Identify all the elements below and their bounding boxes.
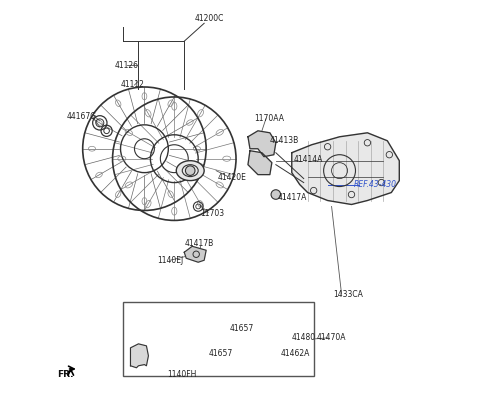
Circle shape bbox=[181, 323, 211, 353]
Polygon shape bbox=[184, 246, 206, 262]
Circle shape bbox=[271, 190, 281, 199]
Text: 44167G: 44167G bbox=[67, 111, 97, 121]
Polygon shape bbox=[292, 133, 399, 205]
Text: 41470A: 41470A bbox=[317, 332, 347, 342]
Text: 41657: 41657 bbox=[230, 324, 254, 333]
Text: 41462A: 41462A bbox=[281, 349, 311, 358]
Text: 41112: 41112 bbox=[120, 80, 144, 89]
Text: REF.43-430: REF.43-430 bbox=[353, 180, 396, 189]
Text: 1170AA: 1170AA bbox=[254, 114, 284, 123]
Polygon shape bbox=[248, 151, 272, 174]
Polygon shape bbox=[131, 344, 148, 368]
Ellipse shape bbox=[240, 323, 268, 358]
Ellipse shape bbox=[176, 161, 204, 180]
Text: 11703: 11703 bbox=[200, 209, 224, 218]
Text: 41480: 41480 bbox=[292, 332, 316, 342]
Text: 1433CA: 1433CA bbox=[334, 290, 363, 300]
Circle shape bbox=[185, 166, 195, 175]
Text: 41126: 41126 bbox=[115, 61, 139, 71]
FancyBboxPatch shape bbox=[122, 302, 313, 376]
Text: 41417B: 41417B bbox=[184, 239, 214, 247]
Text: 41420E: 41420E bbox=[218, 173, 247, 182]
Text: 1140EJ: 1140EJ bbox=[157, 256, 183, 265]
Text: FR.: FR. bbox=[58, 371, 74, 379]
Text: 41414A: 41414A bbox=[294, 155, 323, 164]
Text: 41417A: 41417A bbox=[278, 193, 307, 202]
Text: 41413B: 41413B bbox=[270, 136, 299, 145]
Text: 41657: 41657 bbox=[209, 349, 233, 358]
Text: 1140FH: 1140FH bbox=[168, 370, 197, 379]
Polygon shape bbox=[248, 131, 276, 157]
Text: 41200C: 41200C bbox=[194, 14, 224, 23]
